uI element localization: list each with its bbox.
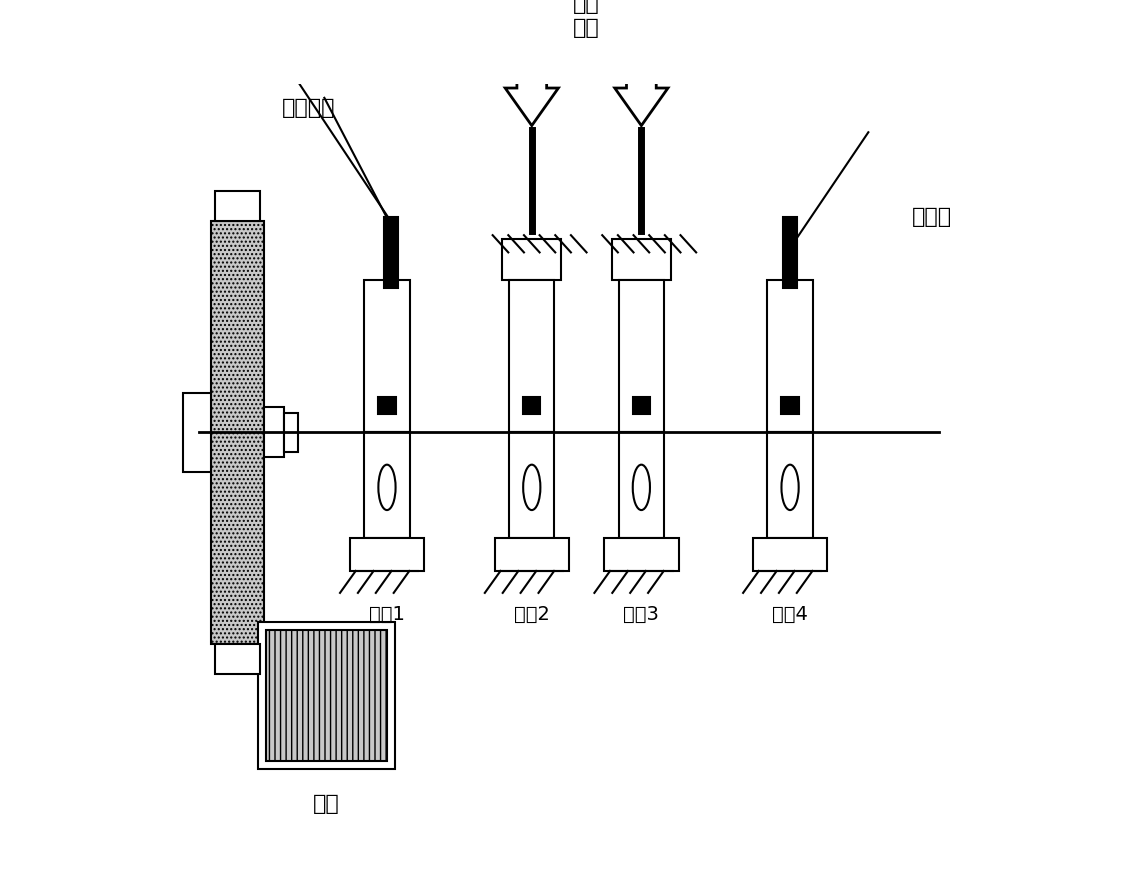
Polygon shape xyxy=(615,47,668,125)
Bar xyxy=(619,432,665,538)
Text: 电机: 电机 xyxy=(313,794,340,814)
Bar xyxy=(364,280,409,432)
Bar xyxy=(509,280,555,432)
Bar xyxy=(383,217,398,287)
Bar xyxy=(349,538,424,571)
Text: 轴承3: 轴承3 xyxy=(624,604,659,624)
Polygon shape xyxy=(505,47,558,125)
Bar xyxy=(257,622,395,769)
Text: 热电偶: 热电偶 xyxy=(912,207,951,227)
Bar xyxy=(184,394,211,471)
Bar xyxy=(612,240,670,280)
Ellipse shape xyxy=(379,464,396,510)
Bar xyxy=(379,397,396,414)
Bar xyxy=(768,432,813,538)
Text: 轴承1: 轴承1 xyxy=(369,604,405,624)
Bar xyxy=(604,538,678,571)
Bar xyxy=(781,397,798,414)
Bar xyxy=(264,408,284,457)
Ellipse shape xyxy=(633,464,650,510)
Ellipse shape xyxy=(781,464,798,510)
Bar xyxy=(502,240,561,280)
Text: 轴承4: 轴承4 xyxy=(772,604,809,624)
Ellipse shape xyxy=(523,464,541,510)
Bar xyxy=(364,432,409,538)
Bar xyxy=(523,397,541,414)
Bar xyxy=(753,538,828,571)
Bar xyxy=(768,280,813,432)
Text: 加速度计: 加速度计 xyxy=(282,98,336,118)
Bar xyxy=(214,192,260,221)
Bar xyxy=(784,217,797,287)
Bar xyxy=(494,538,569,571)
Bar xyxy=(284,413,298,452)
Bar xyxy=(211,221,264,644)
Text: 轴承2: 轴承2 xyxy=(514,604,550,624)
Bar xyxy=(619,280,665,432)
Bar xyxy=(633,397,650,414)
Bar xyxy=(214,644,260,673)
Text: 径向
负荷: 径向 负荷 xyxy=(573,0,600,37)
Bar xyxy=(509,432,555,538)
Bar xyxy=(265,630,387,761)
